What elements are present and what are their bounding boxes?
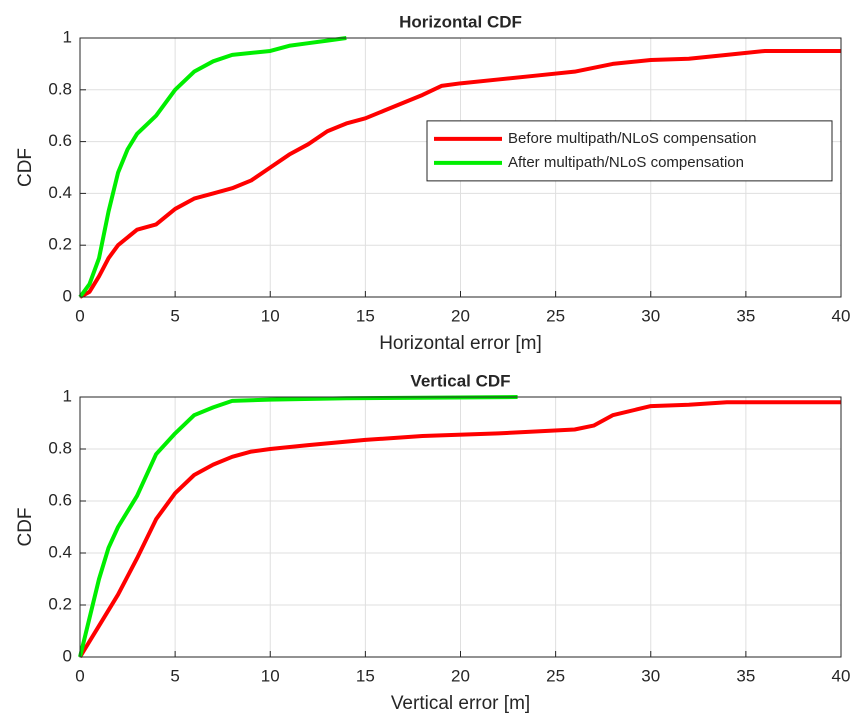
x-tick-label: 15 (356, 666, 375, 685)
x-tick-label: 5 (170, 306, 179, 325)
x-tick-label: 25 (546, 306, 565, 325)
x-axis-label: Vertical error [m] (391, 693, 530, 714)
x-tick-label: 30 (641, 666, 660, 685)
x-axis-label: Horizontal error [m] (379, 333, 542, 354)
y-tick-label: 1 (63, 386, 72, 405)
x-tick-label: 40 (832, 306, 851, 325)
x-tick-label: 5 (170, 666, 179, 685)
line-series (78, 400, 841, 659)
y-tick-label: 0.4 (48, 542, 72, 561)
x-tick-label: 25 (546, 666, 565, 685)
y-tick-label: 1 (63, 27, 72, 46)
x-tick-label: 10 (261, 306, 280, 325)
line-series (79, 48, 841, 299)
chart-title: Vertical CDF (410, 371, 510, 390)
y-tick-label: 0.2 (48, 235, 72, 254)
axes-box (79, 37, 842, 298)
y-tick-label: 0.8 (48, 438, 72, 457)
legend-label: After multipath/NLoS compensation (508, 154, 744, 171)
chart-title: Horizontal CDF (399, 12, 522, 31)
y-tick-label: 0 (63, 646, 72, 665)
y-tick-label: 0.4 (48, 183, 72, 202)
y-tick-label: 0.8 (48, 79, 72, 98)
x-tick-label: 15 (356, 306, 375, 325)
x-tick-label: 35 (736, 306, 755, 325)
x-tick-label: 0 (75, 666, 84, 685)
axes-box (79, 396, 842, 658)
y-tick-label: 0.6 (48, 490, 72, 509)
x-tick-label: 0 (75, 306, 84, 325)
legend-box (426, 120, 833, 182)
x-tick-label: 30 (641, 306, 660, 325)
line-series (78, 395, 518, 658)
y-axis-label: CDF (15, 148, 36, 187)
y-tick-label: 0.6 (48, 131, 72, 150)
y-tick-label: 0 (63, 286, 72, 305)
line-series (78, 36, 347, 299)
y-tick-label: 0.2 (48, 594, 72, 613)
legend-label: Before multipath/NLoS compensation (508, 130, 756, 147)
x-tick-label: 20 (451, 666, 470, 685)
x-tick-label: 20 (451, 306, 470, 325)
y-axis-label: CDF (15, 507, 36, 546)
x-tick-label: 10 (261, 666, 280, 685)
x-tick-label: 35 (736, 666, 755, 685)
x-tick-label: 40 (832, 666, 851, 685)
